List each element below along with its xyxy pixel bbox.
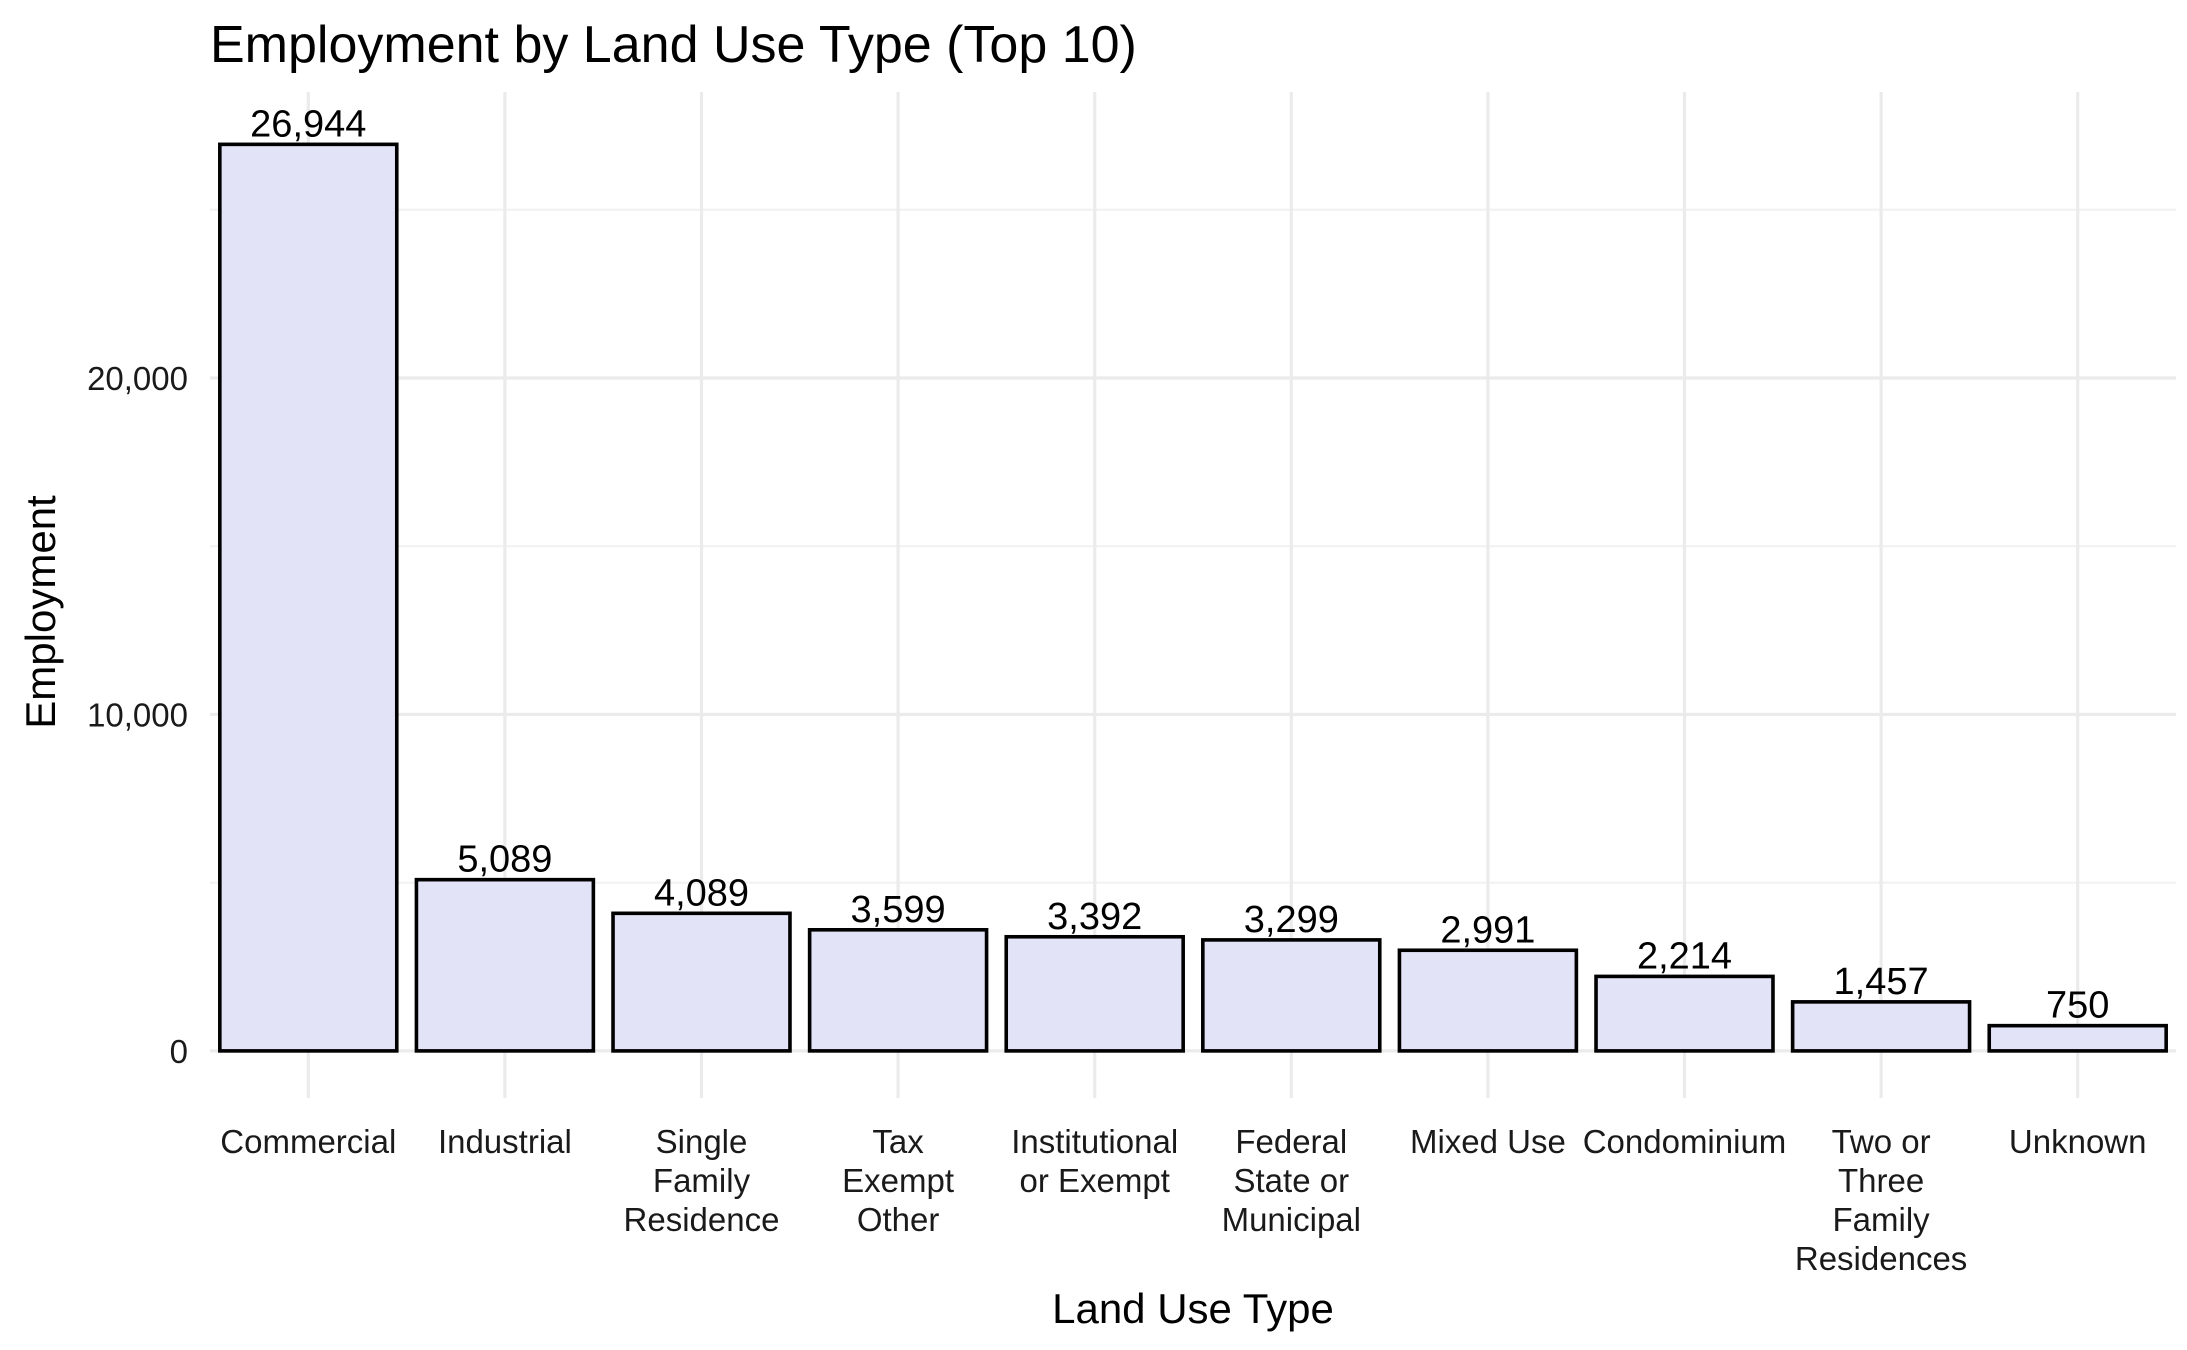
y-axis-title: Employment — [17, 495, 64, 729]
y-tick-label: 20,000 — [87, 360, 188, 397]
gridlines — [210, 92, 2176, 1098]
bar-value-label: 1,457 — [1834, 961, 1929, 1003]
bar — [1594, 974, 1775, 1053]
x-tick-label: Commercial — [220, 1123, 396, 1160]
bar — [414, 877, 596, 1053]
x-tick-label: Industrial — [438, 1123, 572, 1160]
x-tick-label: Unknown — [2009, 1123, 2147, 1160]
bar — [611, 911, 792, 1053]
bar-value-label: 5,089 — [457, 839, 552, 881]
x-tick-label: Tax Exempt Other — [842, 1123, 954, 1238]
bar — [1201, 938, 1382, 1053]
bar — [807, 928, 989, 1053]
x-axis-ticks: Commercial Industrial Single Family Residenc… — [220, 1123, 2146, 1277]
bar-value-label: 750 — [2046, 985, 2109, 1027]
bar-value-label: 3,392 — [1047, 896, 1142, 938]
bar — [218, 142, 399, 1053]
x-tick-label: Condominium — [1583, 1123, 1787, 1160]
bar-value-label: 2,991 — [1440, 909, 1535, 951]
bar-value-label: 4,089 — [654, 872, 749, 914]
x-tick-label: Institutional or Exempt — [1011, 1123, 1178, 1199]
bar — [1790, 1000, 1972, 1053]
bar-value-label: 3,299 — [1244, 899, 1339, 941]
chart-title: Employment by Land Use Type (Top 10) — [210, 16, 1137, 74]
data-labels: 26,944 5,089 4,089 3,599 3,392 3,299 2,991 2,21… — [250, 103, 2109, 1026]
x-tick-label: Mixed Use — [1410, 1123, 1566, 1160]
x-axis-title: Land Use Type — [1052, 1285, 1334, 1332]
bar — [1397, 948, 1579, 1053]
y-tick-label: 0 — [170, 1033, 188, 1070]
x-tick-label: Federal State or Municipal — [1222, 1123, 1361, 1238]
bars — [218, 142, 2168, 1053]
x-tick-label: Single Family Residence — [624, 1123, 780, 1238]
y-axis-ticks: 0 10,000 20,000 — [87, 360, 188, 1070]
bar-value-label: 2,214 — [1637, 935, 1732, 977]
bar — [1987, 1023, 2168, 1053]
bar-value-label: 3,599 — [851, 889, 946, 931]
x-tick-label: Two or Three Family Residences — [1795, 1123, 1967, 1277]
bar — [1004, 934, 1185, 1053]
y-tick-label: 10,000 — [87, 696, 188, 733]
bar-value-label: 26,944 — [250, 103, 366, 145]
